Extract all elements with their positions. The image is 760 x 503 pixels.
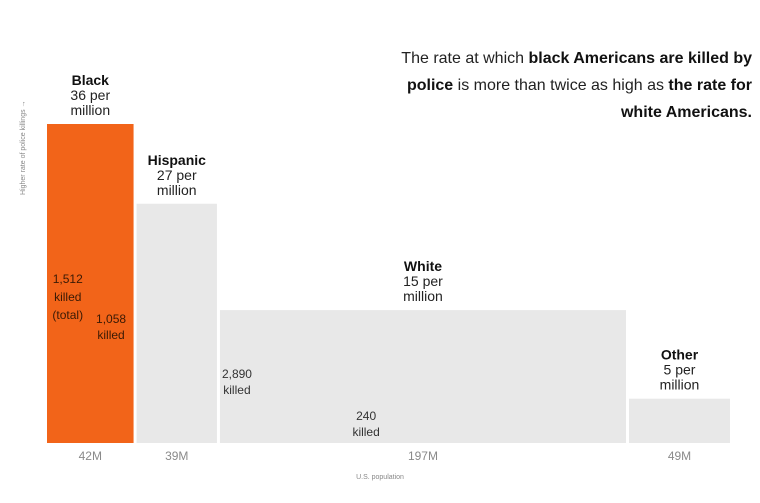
population-label-hispanic: 39M xyxy=(165,449,188,463)
total-killed-label-line-2: (total) xyxy=(52,308,83,322)
population-label-other: 49M xyxy=(668,449,691,463)
total-killed-label-line-0: 1,512 xyxy=(53,272,83,286)
hispanic-killed-label-line-0: 240 xyxy=(356,409,376,423)
bar-white xyxy=(219,310,627,443)
headline-bold-2: the rate for white Americans. xyxy=(620,77,752,121)
bar-label-hispanic: Hispanic xyxy=(148,152,207,168)
population-label-black: 42M xyxy=(79,449,102,463)
bar-label-black: Black xyxy=(72,72,110,88)
headline-part-2: is more than twice as high as xyxy=(453,77,669,94)
rate-unit-other: million xyxy=(660,377,700,393)
bar-label-other: Other xyxy=(661,347,699,363)
rate-label-other: 5 per xyxy=(664,362,696,378)
black-killed-label-line-0: 1,058 xyxy=(96,312,126,326)
bar-label-white: White xyxy=(404,258,442,274)
x-axis-label: U.S. population xyxy=(356,474,404,481)
rate-unit-white: million xyxy=(403,288,443,304)
headline-bold-1: black Americans are killed by police xyxy=(406,50,752,94)
white-killed-label-line-0: 2,890 xyxy=(222,367,252,381)
rate-label-black: 36 per xyxy=(70,87,110,103)
white-killed-label-line-1: killed xyxy=(223,383,250,397)
headline-part-1: The rate at which xyxy=(401,50,529,67)
bar-black xyxy=(47,124,134,443)
hispanic-killed-label-line-1: killed xyxy=(352,425,379,439)
black-killed-label-line-1: killed xyxy=(97,328,124,342)
rate-unit-black: million xyxy=(70,102,110,118)
population-label-white: 197M xyxy=(408,449,438,463)
headline: The rate at which black Americans are ki… xyxy=(400,45,752,126)
rate-label-hispanic: 27 per xyxy=(157,167,197,183)
rate-label-white: 15 per xyxy=(403,273,443,289)
bar-hispanic xyxy=(136,203,217,443)
y-axis-label: Higher rate of police killings → xyxy=(20,100,27,195)
bar-other xyxy=(629,398,730,443)
total-killed-label-line-1: killed xyxy=(54,290,81,304)
rate-unit-hispanic: million xyxy=(157,182,197,198)
